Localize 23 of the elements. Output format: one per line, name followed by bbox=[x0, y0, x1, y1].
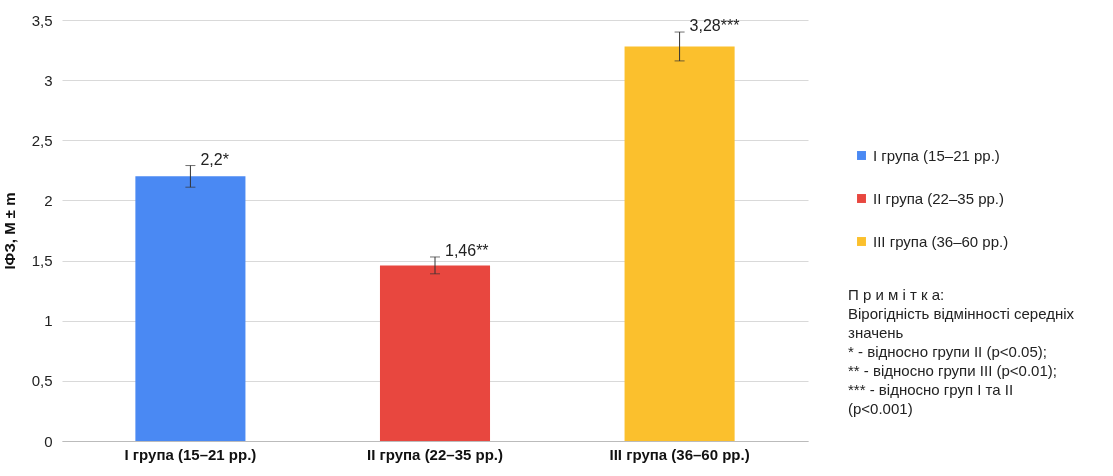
y-axis-title: ІФЗ, М ± m bbox=[0, 192, 18, 270]
y-tick-label: 0 bbox=[44, 432, 53, 450]
y-tick-label: 3 bbox=[44, 71, 53, 89]
text: * - відносно групи ІІ (p<0.05); bbox=[848, 342, 1048, 361]
text: ** - відносно групи ІІІ (p<0.01); bbox=[848, 361, 1058, 380]
x-tick-label: ІІ група (22–35 рр.) bbox=[367, 445, 503, 463]
text: *** - відносно груп І та ІІ (p<0.001) bbox=[848, 380, 1015, 418]
text: Вірогідність відмінності середніх значень bbox=[848, 304, 1076, 342]
y-tick-label: 2 bbox=[44, 191, 53, 209]
x-tick-label: І група (15–21 рр.) bbox=[124, 445, 257, 463]
y-tick-label: 1,5 bbox=[31, 252, 53, 270]
y-tick-label: 2,5 bbox=[31, 131, 53, 149]
y-tick-label: 0,5 bbox=[31, 372, 53, 390]
legend-label: І група (15–21 рр.) bbox=[873, 146, 1000, 164]
data-label: 2,2* bbox=[200, 150, 229, 168]
y-tick-label: 1 bbox=[44, 312, 53, 330]
x-tick-label: ІІІ група (36–60 рр.) bbox=[609, 445, 750, 463]
data-label: 3,28*** bbox=[689, 17, 740, 35]
legend-label: ІІ група (22–35 рр.) bbox=[873, 189, 1005, 207]
text: П р и м і т к а: bbox=[848, 285, 946, 304]
legend-label: ІІІ група (36–60 рр.) bbox=[873, 232, 1009, 250]
data-label: 1,46** bbox=[445, 241, 489, 259]
y-tick-label: 3,5 bbox=[31, 11, 53, 29]
